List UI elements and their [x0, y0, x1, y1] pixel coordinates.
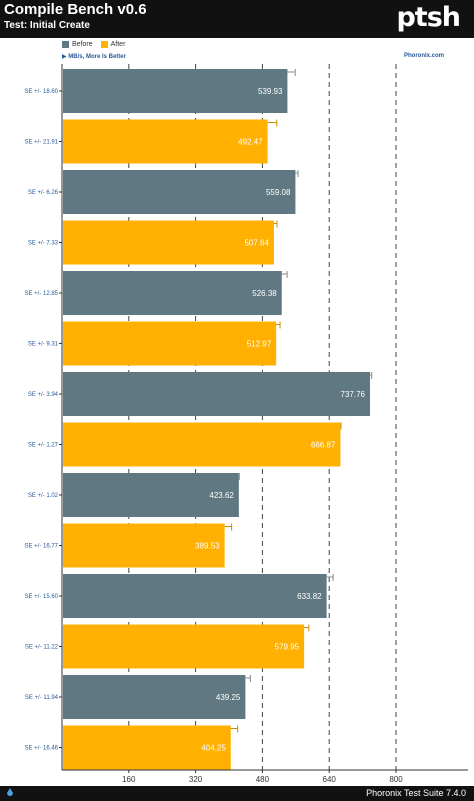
se-label: SE +/- 9.31: [28, 342, 59, 348]
bar-value-label: 492.47: [238, 138, 263, 147]
x-tick-label: 640: [323, 775, 337, 784]
chart-subtitle: Test: Initial Create: [4, 20, 90, 31]
chart-header: Compile Bench v0.6 Test: Initial Create …: [0, 0, 474, 38]
se-label: SE +/- 6.26: [28, 190, 59, 196]
se-label: SE +/- 3.94: [28, 392, 59, 398]
chart-footer: Phoronix Test Suite 7.4.0: [0, 786, 474, 801]
bar: [63, 473, 239, 517]
bar: [63, 321, 277, 366]
bar: [63, 725, 231, 770]
site-label: Phoronix.com: [403, 53, 444, 59]
bar: [63, 523, 225, 568]
pts-logo: ptsh: [396, 2, 461, 33]
bar-value-label: 666.87: [311, 441, 336, 450]
bar: [63, 220, 274, 265]
legend-item-after: After: [100, 41, 126, 48]
direction-text: MB/s, More Is Better: [68, 54, 126, 60]
se-label: SE +/- 11.94: [25, 695, 59, 701]
x-tick-label: 320: [189, 775, 203, 784]
bar-value-label: 404.25: [201, 744, 226, 753]
bar: [63, 574, 327, 618]
legend-swatch-before: [62, 41, 69, 48]
legend-label-after: After: [110, 41, 126, 48]
bar-value-label: 507.64: [244, 239, 269, 248]
bar-value-label: 389.53: [195, 542, 220, 551]
x-tick-label: 160: [122, 775, 136, 784]
se-label: SE +/- 16.77: [24, 544, 58, 550]
x-tick-label: 480: [256, 775, 270, 784]
bar: [63, 624, 305, 669]
se-label: SE +/- 1.27: [28, 443, 59, 449]
se-label: SE +/- 12.85: [24, 291, 58, 297]
chart-legend: Before After: [62, 41, 125, 48]
se-label: SE +/- 11.22: [25, 645, 59, 651]
bar-value-label: 512.97: [247, 340, 272, 349]
chart-title: Compile Bench v0.6: [4, 1, 147, 18]
legend-swatch-after: [100, 41, 108, 48]
legend-item-before: Before: [62, 41, 93, 48]
bar-value-label: 423.62: [209, 491, 234, 500]
direction-note: ▶ MB/s, More Is Better: [62, 53, 126, 60]
bar-value-label: 737.76: [341, 390, 366, 399]
x-tick-label: 800: [389, 775, 403, 784]
bar-value-label: 633.82: [297, 592, 322, 601]
se-label: SE +/- 18.60: [24, 89, 58, 95]
bar-value-label: 579.95: [275, 643, 300, 652]
legend-label-before: Before: [72, 41, 93, 48]
footer-text: Phoronix Test Suite 7.4.0: [366, 788, 466, 798]
bar: [63, 69, 288, 113]
bar: [63, 271, 282, 315]
bar: [63, 422, 341, 467]
se-label: SE +/- 16.46: [24, 746, 58, 752]
bar-value-label: 559.08: [266, 188, 291, 197]
se-label: SE +/- 15.60: [24, 594, 58, 600]
se-label: SE +/- 7.33: [28, 241, 59, 247]
bar-value-label: 526.38: [252, 289, 277, 298]
bar-value-label: 439.25: [216, 693, 241, 702]
direction-arrow-icon: ▶: [62, 54, 67, 60]
se-label: SE +/- 1.02: [28, 493, 59, 499]
bar: [63, 170, 296, 214]
bar: [63, 675, 246, 719]
drop-icon: [7, 788, 13, 796]
bar-value-label: 539.93: [258, 87, 283, 96]
bar: [63, 372, 371, 416]
bar: [63, 119, 268, 164]
se-label: SE +/- 21.91: [24, 140, 58, 146]
